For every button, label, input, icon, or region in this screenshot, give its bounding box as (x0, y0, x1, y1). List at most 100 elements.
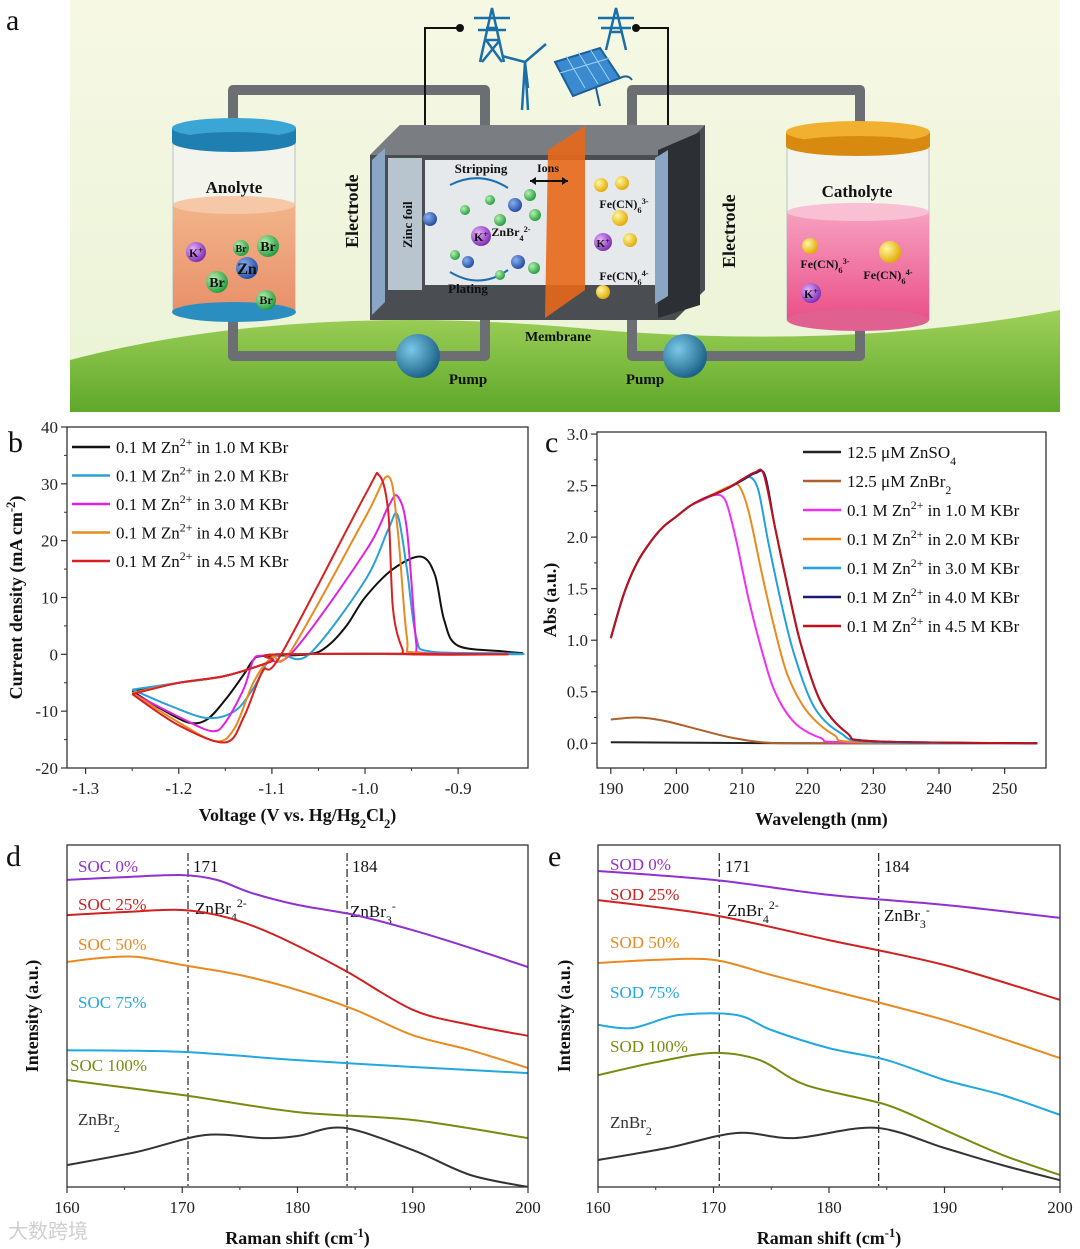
series-group (67, 874, 528, 1187)
anolyte-label: Anolyte (206, 178, 263, 197)
y-tick-label: 1.0 (567, 631, 588, 650)
panel-label-b: b (8, 426, 23, 459)
legend-label: 12.5 μM ZnBr2 (847, 472, 951, 497)
x-axis-label: Raman shift (cm-1) (757, 1226, 902, 1249)
pump-left (396, 334, 440, 378)
series-label: SOC 50% (78, 935, 146, 954)
catholyte-label: Catholyte (822, 182, 893, 201)
anolyte-tank: Anolyte K+ Zn Br Br Br Br (172, 118, 296, 322)
x-axis-label: Wavelength (nm) (755, 809, 888, 830)
series-label: SOD 0% (610, 855, 671, 874)
x-tick-label: 160 (54, 1198, 80, 1217)
series-group (609, 468, 1038, 745)
stripping-label: Stripping (455, 161, 508, 176)
series-group (131, 471, 525, 744)
y-tick-label: 1.5 (567, 580, 588, 599)
wire-terminal (456, 24, 464, 32)
y-tick-label: 20 (41, 532, 58, 551)
x-tick-label: 200 (515, 1198, 541, 1217)
series-line-7 (609, 468, 1038, 745)
x-tick-label: 170 (170, 1198, 196, 1217)
external-circuit-wires (424, 27, 669, 150)
potassium-ion-label: K+ (597, 236, 610, 251)
x-tick-label: 200 (664, 779, 690, 798)
x-tick-label: 230 (861, 779, 887, 798)
x-tick-label: -0.9 (445, 779, 472, 798)
legend-label: 0.1 M Zn2+ in 1.0 M KBr (116, 435, 289, 457)
panel-label-a: a (6, 4, 19, 37)
grass-hill (70, 310, 1060, 412)
x-tick-label: -1.1 (258, 779, 285, 798)
stripping-arrow-icon (449, 177, 509, 189)
potassium-ion-label: K+ (804, 287, 818, 302)
y-tick-label: -20 (35, 759, 58, 778)
series-line-4 (609, 482, 1038, 745)
legend-label: 12.5 μM ZnSO4 (847, 443, 956, 468)
x-tick-label: 180 (285, 1198, 311, 1217)
x-tick-label: 220 (795, 779, 821, 798)
x-axis-label: Raman shift (cm-1) (225, 1226, 370, 1249)
y-axis-label: Intensity (a.u.) (22, 960, 43, 1073)
series-label: SOC 100% (70, 1056, 147, 1075)
series-label: SOC 75% (78, 993, 146, 1012)
bromine-label: Br (235, 244, 247, 255)
series-line-1 (67, 874, 528, 969)
ferricyanide-label: Fe(CN)63- (800, 257, 849, 275)
y-tick-label: 0 (50, 645, 59, 664)
ferricyanide-label: Fe(CN)63- (599, 197, 648, 215)
chart-panel-e: e 171 ZnBr42- 184 ZnBr3- 160 170 180 190 200 Raman… (548, 840, 1073, 1249)
chart-panel-c: c 190 200 210 220 230 240 250 0.0 0.5 1.0 1.5 2.0 2.5… (540, 425, 1047, 830)
species-label: ZnBr3- (884, 903, 930, 931)
series-line-5 (67, 1079, 528, 1140)
panel-a-illustration: a (6, 0, 1060, 412)
species-label: ZnBr42- (195, 896, 247, 924)
power-tower-icon (474, 7, 634, 63)
x-tick-label: 240 (926, 779, 952, 798)
membrane (545, 126, 585, 318)
x-tick-label: 250 (992, 779, 1018, 798)
plating-label: Plating (448, 281, 488, 296)
y-tick-label: 2.5 (567, 477, 588, 496)
electrode-label-right: Electrode (719, 194, 739, 268)
series-line-1 (131, 555, 524, 725)
peak-position-label: 184 (352, 857, 378, 876)
peak-position-label: 171 (193, 857, 219, 876)
series-label: ZnBr2 (78, 1110, 120, 1135)
series-line-1 (598, 870, 1060, 919)
series-label: SOD 75% (610, 983, 679, 1002)
ions-label: Ions (537, 161, 559, 175)
y-axis-label: Abs (a.u.) (540, 563, 561, 638)
x-tick-label: -1.3 (72, 779, 99, 798)
x-tick-label: 190 (400, 1198, 426, 1217)
y-tick-label: -10 (35, 702, 58, 721)
y-tick-label: 30 (41, 475, 58, 494)
panel-label-e: e (548, 840, 561, 873)
x-tick-label: 200 (1047, 1198, 1073, 1217)
y-tick-label: 3.0 (567, 425, 588, 444)
zinc-tetrabromide-label: ZnBr42- (491, 225, 530, 243)
panel-label-d: d (6, 840, 21, 873)
legend-label: 0.1 M Zn2+ in 3.0 M KBr (116, 492, 289, 514)
bromine-label: Br (259, 293, 273, 307)
legend-label: 0.1 M Zn2+ in 4.5 M KBr (116, 549, 289, 571)
wire-terminal (632, 24, 640, 32)
x-tick-label: 190 (598, 779, 624, 798)
series-line-4 (67, 1049, 528, 1075)
chart-panel-b: b -1.3 -1.2 -1.1 -1.0 -0.9 -20 -10 0 10 20 30 40 Volt… (4, 418, 529, 831)
x-tick-label: -1.0 (352, 779, 379, 798)
series-label: SOD 100% (610, 1037, 688, 1056)
series-line-6 (67, 1126, 528, 1187)
series-group (598, 870, 1060, 1182)
series-line-4 (598, 1012, 1060, 1116)
plot-frame (596, 431, 1047, 769)
potassium-ion-label: K+ (474, 230, 488, 245)
legend-label: 0.1 M Zn2+ in 2.0 M KBr (116, 464, 289, 486)
panel-label-c: c (545, 426, 558, 459)
series-line-4 (131, 475, 509, 743)
pump-label-left: Pump (449, 372, 487, 388)
series-line-5 (598, 1051, 1060, 1176)
catholyte-tank: Catholyte Fe(CN)63- Fe(CN)64- K+ (786, 121, 930, 331)
